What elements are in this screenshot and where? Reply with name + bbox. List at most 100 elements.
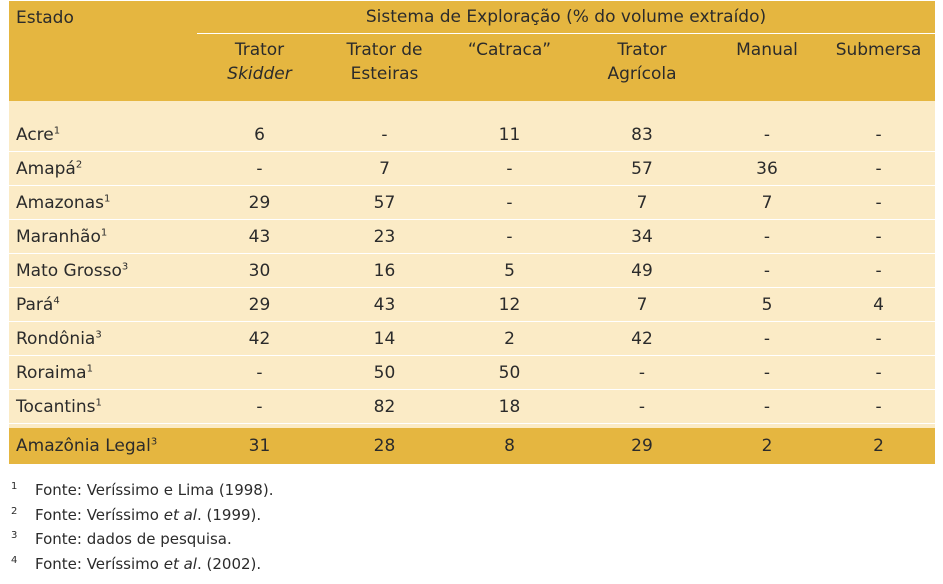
footnote-text: Fonte: dados de pesquisa.	[35, 530, 232, 548]
footnote-line: 1 Fonte: Veríssimo e Lima (1998).	[11, 481, 274, 499]
column-header-line1: Trator de	[346, 40, 423, 60]
column-header-submersa: Submersa	[822, 33, 936, 101]
value-cell: -	[447, 151, 572, 186]
value-cell: 12	[447, 287, 572, 322]
value-cell: -	[322, 118, 447, 152]
value-cell: -	[197, 389, 322, 424]
state-name: Pará	[16, 294, 54, 315]
value-cell: -	[712, 219, 822, 254]
footnote-text: Fonte: Veríssimo	[35, 505, 164, 524]
value-cell: 2	[447, 321, 572, 356]
source-footnote-ref: 3	[150, 436, 158, 448]
value-cell: 29	[197, 185, 322, 220]
value-cell: -	[447, 185, 572, 220]
column-header-trator-agricola: Trator Agrícola	[572, 33, 712, 101]
value-cell: -	[712, 321, 822, 356]
footnote-italic: et al	[163, 554, 197, 573]
footnote-text-end: . (2002).	[196, 554, 262, 573]
value-cell: 57	[572, 151, 712, 186]
value-cell: -	[822, 355, 936, 390]
value-cell: 7	[322, 151, 447, 186]
state-name: Mato Grosso	[16, 260, 122, 281]
footnote-italic: et al	[163, 505, 197, 524]
footnote-line: 3 Fonte: dados de pesquisa.	[11, 530, 232, 548]
value-cell: 5	[712, 287, 822, 322]
state-name: Amapá	[16, 158, 76, 179]
value-cell: 42	[197, 321, 322, 356]
value-cell: 7	[572, 287, 712, 322]
group-header: Sistema de Exploração (% do volume extra…	[197, 1, 936, 34]
table-row: Maranhão1 43 23-34- -	[9, 219, 936, 254]
column-header-trator-esteiras: Trator de Esteiras	[322, 33, 447, 101]
exploration-systems-table: Estado Sistema de Exploração (% do volum…	[9, 1, 936, 464]
column-header-line1: Trator	[234, 40, 285, 60]
value-cell: -	[712, 389, 822, 424]
state-name-cell: Rondônia3	[9, 321, 197, 356]
state-name: Amazonas	[16, 192, 104, 213]
column-header-line1: Submersa	[835, 40, 922, 60]
table-row: Amapá2-7-57 36-	[9, 151, 936, 186]
value-cell: 34	[572, 219, 712, 254]
state-name: Acre	[16, 124, 54, 145]
footnote-line: 4 Fonte: Veríssimo et al. (2002).	[11, 554, 262, 573]
value-cell: -	[822, 321, 936, 356]
estado-header: Estado	[9, 1, 197, 101]
state-name-cell: Mato Grosso3	[9, 253, 197, 288]
state-name: Tocantins	[16, 396, 96, 417]
value-cell: 18	[447, 389, 572, 424]
state-name-cell: Amazonas1	[9, 185, 197, 220]
state-name-cell: Tocantins1	[9, 389, 197, 424]
value-cell: -	[712, 253, 822, 288]
column-header-line1: “Catraca”	[467, 40, 552, 60]
table-spacer	[9, 423, 936, 428]
footnote-text: Fonte: Veríssimo	[35, 554, 164, 573]
source-footnote-ref: 3	[121, 260, 129, 272]
value-cell: 31	[197, 428, 322, 464]
value-cell: 14	[322, 321, 447, 356]
value-cell: -	[822, 389, 936, 424]
column-header-line1: Trator	[617, 40, 667, 60]
value-cell: 43	[322, 287, 447, 322]
source-footnote-ref: 1	[103, 192, 111, 204]
footnote-text: Fonte: Veríssimo e Lima (1998).	[35, 481, 274, 499]
state-name-cell: Amapá2	[9, 151, 197, 186]
value-cell: 2	[822, 428, 936, 464]
value-cell: -	[822, 253, 936, 288]
state-name: Roraima	[16, 362, 87, 383]
source-footnote-ref: 1	[100, 226, 108, 238]
table-total-row: Amazônia Legal3 31 28 8 29 2 2	[9, 428, 936, 464]
value-cell: -	[447, 219, 572, 254]
value-cell: 82	[322, 389, 447, 424]
table-row: Mato Grosso3 30 16 5 49- -	[9, 253, 936, 288]
value-cell: 7	[572, 185, 712, 220]
column-header-catraca: “Catraca”	[447, 33, 572, 101]
source-footnote-ref: 1	[95, 396, 102, 408]
value-cell: 23	[322, 219, 447, 254]
value-cell: -	[822, 118, 936, 152]
column-header-line2: Agrícola	[607, 64, 677, 84]
source-footnote-ref: 1	[53, 124, 61, 136]
source-footnote-ref: 3	[95, 328, 102, 340]
column-header-line1: Manual	[736, 40, 798, 60]
value-cell: 49	[572, 253, 712, 288]
value-cell: -	[822, 151, 936, 186]
value-cell: 50	[322, 355, 447, 390]
value-cell: 8	[447, 428, 572, 464]
value-cell: -	[197, 151, 322, 186]
column-header-line2: Skidder	[227, 64, 292, 84]
table-spacer	[9, 101, 936, 118]
footnote-line: 2 Fonte: Veríssimo et al. (1999).	[11, 505, 262, 524]
value-cell: 7	[712, 185, 822, 220]
value-cell: -	[572, 389, 712, 424]
value-cell: -	[197, 355, 322, 390]
column-header-manual: Manual	[712, 33, 822, 101]
value-cell: 30	[197, 253, 322, 288]
table-header: Estado Sistema de Exploração (% do volum…	[9, 1, 936, 101]
value-cell: 42	[572, 321, 712, 356]
table-row: Roraima1-50 50- - -	[9, 355, 936, 390]
value-cell: -	[712, 118, 822, 152]
value-cell: 83	[572, 118, 712, 152]
value-cell: 11	[447, 118, 572, 152]
state-name-cell: Maranhão1	[9, 219, 197, 254]
table-row: Tocantins1-82 18- - -	[9, 389, 936, 424]
